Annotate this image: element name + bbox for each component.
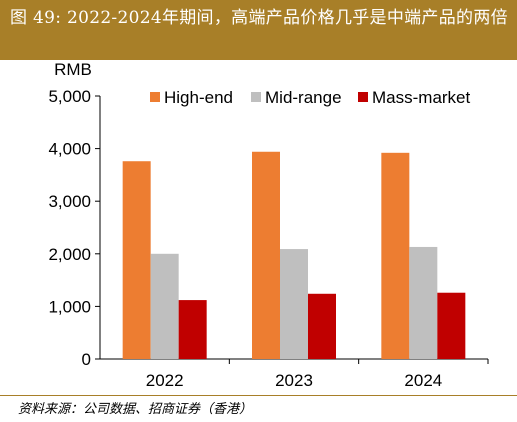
- source-divider: [0, 395, 517, 396]
- y-axis-unit-label: RMB: [54, 60, 92, 79]
- y-tick-label: 4,000: [48, 140, 91, 159]
- y-tick-label: 5,000: [48, 87, 91, 106]
- bar-mid-range-2024: [409, 246, 438, 359]
- bar-high-end-2023: [252, 151, 280, 359]
- y-tick-label: 1,000: [48, 297, 91, 316]
- legend-swatch: [251, 92, 261, 102]
- legend-label: High-end: [164, 88, 233, 107]
- x-tick-label: 2023: [275, 371, 313, 390]
- bar-mass-market-2024: [437, 292, 466, 359]
- bar-mass-market-2022: [178, 300, 207, 359]
- figure-header: 图 49: 2022-2024年期间，高端产品价格几乎是中端产品的两倍: [0, 0, 517, 60]
- legend-label: Mid-range: [265, 88, 342, 107]
- bar-high-end-2022: [122, 161, 151, 359]
- source-note: 资料来源：公司数据、招商证券（香港）: [18, 402, 253, 417]
- legend-label: Mass-market: [372, 88, 471, 107]
- legend-swatch: [150, 92, 160, 102]
- bar-mass-market-2023: [308, 293, 336, 359]
- bar-chart: RMB High-end Mid-range Mass-market 0 1,000 2…: [48, 60, 489, 390]
- y-tick-label: 2,000: [48, 245, 91, 264]
- bar-high-end-2024: [381, 152, 410, 359]
- y-tick-label: 3,000: [48, 192, 91, 211]
- figure-title: 图 49: 2022-2024年期间，高端产品价格几乎是中端产品的两倍: [10, 8, 508, 28]
- bar-mid-range-2022: [150, 253, 179, 359]
- bar-mid-range-2023: [280, 249, 308, 359]
- x-tick-label: 2024: [404, 371, 442, 390]
- y-tick-label: 0: [82, 350, 91, 369]
- x-tick-label: 2022: [146, 371, 184, 390]
- legend-swatch: [358, 92, 368, 102]
